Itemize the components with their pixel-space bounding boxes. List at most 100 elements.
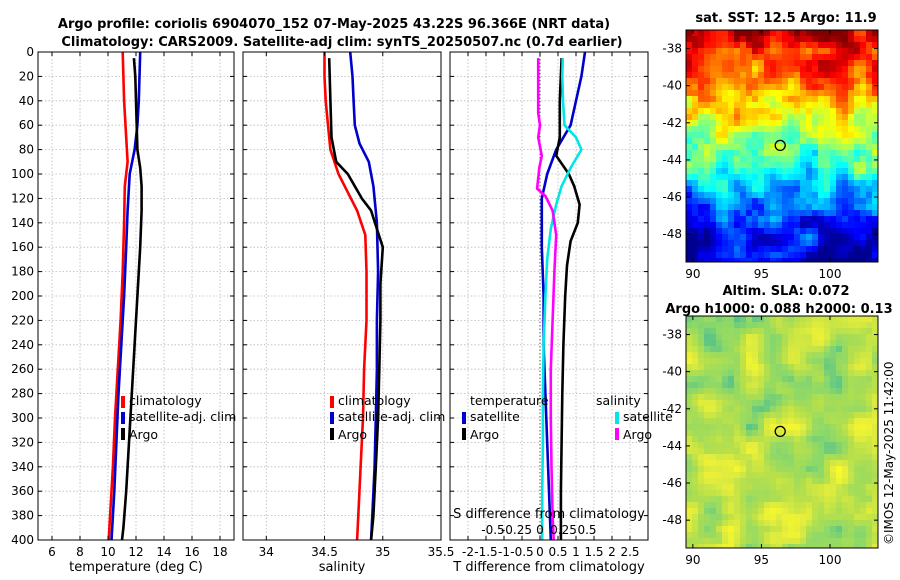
heatmap-cell <box>812 328 819 335</box>
heatmap-cell <box>758 532 765 539</box>
heatmap-cell <box>842 54 849 61</box>
legend-climatology-label: climatology <box>338 393 411 408</box>
heatmap-cell <box>770 234 777 241</box>
heatmap-cell <box>836 174 843 181</box>
heatmap-cell <box>830 96 837 103</box>
heatmap-cell <box>710 90 717 97</box>
heatmap-cell <box>788 436 795 443</box>
heatmap-cell <box>686 430 693 437</box>
difference-ticks: -2 -1.5 -1 -0.5 0 0.5 1 1.5 2 2.5 <box>450 51 648 559</box>
heatmap-cell <box>758 36 765 43</box>
heatmap-cell <box>872 228 879 235</box>
heatmap-cell <box>800 436 807 443</box>
heatmap-cell <box>830 258 837 263</box>
heatmap-cell <box>854 84 861 91</box>
heatmap-cell <box>734 532 741 539</box>
heatmap-cell <box>758 502 765 509</box>
x-tick-label: 35.5 <box>428 545 455 559</box>
heatmap-cell <box>818 490 825 497</box>
heatmap-cell <box>704 156 711 163</box>
heatmap-cell <box>812 78 819 85</box>
heatmap-cell <box>794 96 801 103</box>
heatmap-cell <box>704 144 711 151</box>
heatmap-cell <box>806 532 813 539</box>
heatmap-cell <box>746 168 753 175</box>
heatmap-cell <box>854 502 861 509</box>
heatmap-cell <box>794 502 801 509</box>
heatmap-cell <box>872 520 879 527</box>
heatmap-cell <box>740 316 747 323</box>
heatmap-cell <box>824 316 831 323</box>
heatmap-cell <box>824 514 831 521</box>
heatmap-cell <box>800 78 807 85</box>
heatmap-cell <box>818 258 825 263</box>
heatmap-cell <box>764 216 771 223</box>
heatmap-cell <box>692 454 699 461</box>
heatmap-cell <box>764 96 771 103</box>
heatmap-cell <box>800 394 807 401</box>
heatmap-cell <box>698 538 705 545</box>
heatmap-cell <box>728 72 735 79</box>
heatmap-cell <box>854 102 861 109</box>
heatmap-cell <box>842 132 849 139</box>
heatmap-cell <box>746 502 753 509</box>
heatmap-cell <box>710 448 717 455</box>
heatmap-cell <box>704 72 711 79</box>
heatmap-cell <box>860 252 867 259</box>
heatmap-cell <box>824 418 831 425</box>
heatmap-cell <box>836 78 843 85</box>
heatmap-cell <box>860 322 867 329</box>
heatmap-cell <box>752 132 759 139</box>
heatmap-cell <box>800 502 807 509</box>
heatmap-cell <box>782 198 789 205</box>
heatmap-cell <box>692 466 699 473</box>
heatmap-cell <box>692 78 699 85</box>
heatmap-cell <box>836 54 843 61</box>
heatmap-cell <box>710 334 717 341</box>
heatmap-cell <box>848 406 855 413</box>
heatmap-cell <box>800 514 807 521</box>
heatmap-cell <box>794 252 801 259</box>
heatmap-cell <box>758 138 765 145</box>
heatmap-cell <box>776 478 783 485</box>
heatmap-cell <box>770 78 777 85</box>
heatmap-cell <box>692 96 699 103</box>
heatmap-cell <box>752 234 759 241</box>
heatmap-cell <box>728 340 735 347</box>
heatmap-cell <box>692 234 699 241</box>
heatmap-cell <box>716 48 723 55</box>
heatmap-cell <box>734 478 741 485</box>
heatmap-cell <box>872 454 879 461</box>
heatmap-cell <box>776 358 783 365</box>
heatmap-cell <box>860 352 867 359</box>
heatmap-cell <box>686 216 693 223</box>
heatmap-cell <box>812 442 819 449</box>
heatmap-cell <box>854 478 861 485</box>
y-tick-label: 260 <box>11 362 34 376</box>
heatmap-cell <box>806 174 813 181</box>
heatmap-cell <box>842 30 849 37</box>
heatmap-cell <box>710 36 717 43</box>
heatmap-cell <box>806 126 813 133</box>
heatmap-cell <box>842 60 849 67</box>
heatmap-cell <box>788 406 795 413</box>
heatmap-cell <box>818 424 825 431</box>
heatmap-cell <box>848 358 855 365</box>
heatmap-cell <box>764 240 771 247</box>
heatmap-cell <box>776 144 783 151</box>
heatmap-cell <box>794 102 801 109</box>
heatmap-cell <box>704 502 711 509</box>
heatmap-cell <box>776 370 783 377</box>
heatmap-cell <box>728 60 735 67</box>
heatmap-cell <box>698 322 705 329</box>
heatmap-cell <box>710 84 717 91</box>
heatmap-cell <box>776 400 783 407</box>
heatmap-cell <box>788 252 795 259</box>
legend-s-satellite-swatch <box>615 412 619 424</box>
heatmap-cell <box>872 78 879 85</box>
heatmap-cell <box>842 496 849 503</box>
heatmap-cell <box>776 508 783 515</box>
heatmap-cell <box>770 532 777 539</box>
heatmap-cell <box>872 340 879 347</box>
heatmap-cell <box>716 466 723 473</box>
